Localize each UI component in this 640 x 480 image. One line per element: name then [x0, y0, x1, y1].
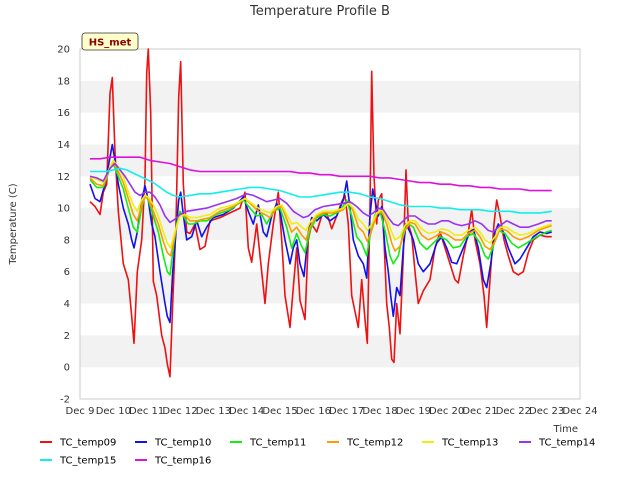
- legend-label: TC_temp14: [538, 438, 595, 449]
- legend-label: TC_temp10: [154, 438, 211, 449]
- y-tick-label: 8: [64, 235, 70, 246]
- y-tick-label: 6: [64, 267, 70, 278]
- series-line-tc-temp13: [89, 159, 552, 249]
- y-axis-ticks: -2 0 2 4 6 8 10 12 14 16 18 20: [57, 45, 70, 406]
- grid-band: [80, 112, 580, 145]
- legend-label: TC_temp16: [154, 456, 211, 467]
- legend-label: TC_temp13: [441, 438, 498, 449]
- series-line-tc-temp15: [90, 167, 552, 214]
- y-tick-label: 2: [64, 331, 70, 342]
- grid-band: [80, 271, 580, 304]
- grid-band: [80, 176, 580, 209]
- y-tick-label: 0: [64, 363, 70, 374]
- y-tick-label: 10: [57, 204, 70, 215]
- x-tick-label: Dec 9: [66, 406, 95, 417]
- y-tick-label: 12: [57, 172, 70, 183]
- hs-met-annotation: HS_met: [81, 32, 139, 51]
- grid-band: [80, 80, 580, 113]
- series-lines: [89, 48, 552, 378]
- y-tick-label: 14: [57, 140, 70, 151]
- chart-title: Temperature Profile B: [249, 4, 390, 19]
- y-tick-label: 18: [57, 76, 70, 87]
- y-axis-label: Temperature (C): [8, 183, 19, 265]
- y-tick-label: 20: [57, 45, 70, 56]
- legend-label: TC_temp12: [346, 438, 403, 449]
- x-tick-label: Dec 10: [96, 406, 131, 417]
- x-tick-label: Dec 18: [362, 406, 397, 417]
- plot-area-border: [79, 48, 581, 400]
- x-tick-label: Dec 16: [296, 406, 331, 417]
- x-axis-label: Time: [553, 424, 578, 435]
- x-tick-label: Dec 20: [429, 406, 464, 417]
- grid-band: [80, 49, 580, 81]
- x-tick-label: Dec 14: [229, 406, 264, 417]
- grid-band: [80, 367, 580, 399]
- x-tick-label: Dec 21: [462, 406, 497, 417]
- legend-label: TC_temp15: [59, 456, 116, 467]
- x-tick-label: Dec 15: [262, 406, 297, 417]
- x-tick-label: Dec 17: [329, 406, 364, 417]
- y-tick-label: -2: [60, 395, 70, 406]
- x-tick-label: Dec 22: [496, 406, 531, 417]
- x-tick-label: Dec 24: [562, 406, 597, 417]
- hs-met-box: [81, 32, 139, 51]
- series-line-tc-temp12: [89, 161, 552, 257]
- grid-band: [80, 335, 580, 368]
- x-tick-label: Dec 13: [196, 406, 231, 417]
- legend-label: TC_temp09: [59, 438, 116, 449]
- hs-met-label: HS_met: [89, 38, 132, 49]
- legend-label: TC_temp11: [249, 438, 306, 449]
- grid-band: [80, 144, 580, 177]
- series-line-tc-temp16: [90, 156, 552, 192]
- series-line-tc-temp11: [89, 162, 552, 276]
- y-tick-label: 16: [57, 108, 70, 119]
- series-line-tc-temp14: [89, 162, 552, 233]
- x-tick-label: Dec 12: [162, 406, 197, 417]
- x-tick-label: Dec 23: [529, 406, 564, 417]
- y-tick-label: 4: [64, 299, 70, 310]
- x-tick-label: Dec 11: [129, 406, 164, 417]
- legend: TC_temp09 TC_temp10 TC_temp11 TC_temp12 TC_t…: [40, 438, 595, 467]
- x-tick-label: Dec 19: [396, 406, 431, 417]
- grid-band: [80, 303, 580, 336]
